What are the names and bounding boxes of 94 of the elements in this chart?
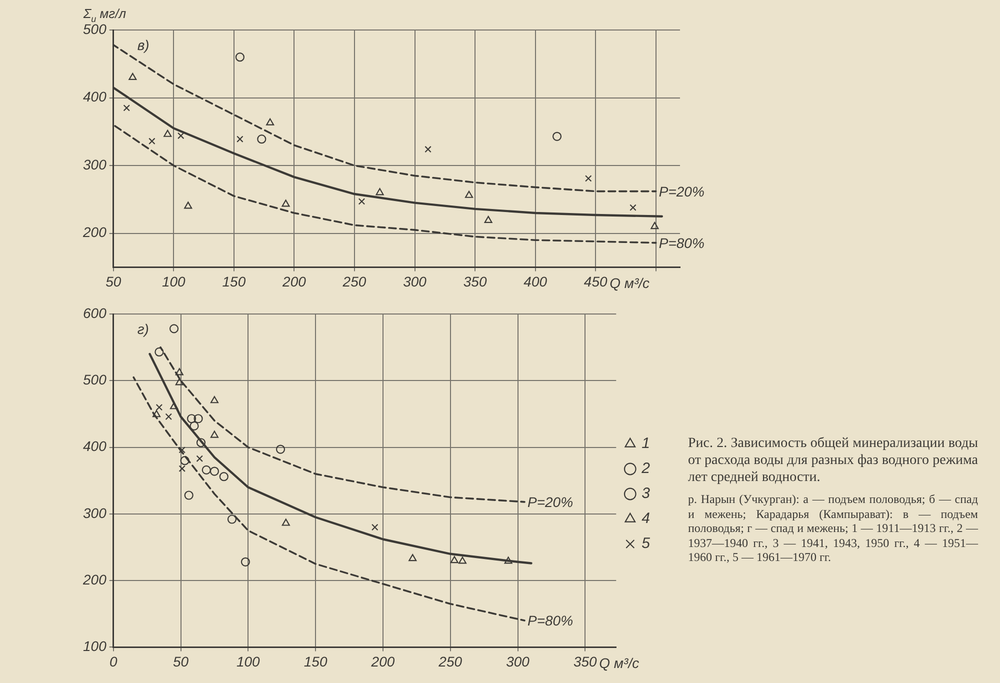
point	[169, 324, 179, 334]
point	[175, 378, 184, 386]
point	[630, 204, 636, 211]
point	[210, 430, 218, 438]
x-tick-label: 150	[304, 653, 328, 670]
y-tick-label: 500	[83, 372, 107, 388]
point	[257, 134, 266, 144]
point	[371, 524, 378, 531]
point	[504, 556, 512, 564]
point	[484, 216, 492, 223]
x-tick-label: 100	[236, 653, 260, 670]
point	[424, 146, 432, 153]
x-tick-label: 450	[584, 273, 608, 290]
point	[154, 347, 164, 357]
point	[186, 414, 196, 424]
series-label: P=20%	[527, 494, 574, 510]
y-tick-label: 600	[83, 304, 107, 321]
point	[276, 444, 286, 454]
point	[148, 138, 156, 145]
point	[165, 413, 172, 420]
point	[376, 188, 384, 196]
series-label: P=80%	[527, 612, 574, 629]
x-tick-label: 250	[342, 273, 366, 290]
legend-label: 4	[642, 510, 650, 528]
point	[219, 472, 228, 482]
annotation: в)	[137, 37, 150, 53]
point	[240, 557, 250, 566]
annotation: г)	[137, 321, 149, 337]
y-tick-label: 300	[83, 156, 107, 172]
point	[184, 490, 194, 500]
line-series	[132, 376, 526, 622]
y-tick-label: 500	[83, 20, 107, 37]
point	[465, 190, 474, 198]
x-tick-label: 350	[463, 273, 487, 290]
text: р. Нарын (Учкурган): а — подъем половодья; б — спад и межень; Карадарья (Кампырават): в — подъем половодья; г — спад и межень; 1 — 1911—1913 гг., 2 — 1937—1940 гг., 3 — 1941, 1943, 1950 гг., 4 — 1951—1960 гг., 5 — 1961—1970 гг.	[688, 492, 978, 564]
x-tick-label: 0	[109, 653, 118, 670]
point	[123, 104, 130, 112]
point	[235, 52, 244, 62]
point	[152, 410, 161, 418]
y-tick-label: 400	[83, 438, 107, 454]
point	[202, 465, 211, 474]
point	[178, 446, 186, 454]
point	[175, 368, 184, 376]
x-tick-label: 200	[282, 273, 306, 290]
x-tick-label: 100	[162, 273, 186, 290]
x-axis-title: Q м³/с	[610, 275, 650, 292]
x-tick-label: 50	[106, 273, 122, 290]
x-tick-label: 50	[172, 653, 189, 670]
point	[194, 414, 203, 424]
point	[282, 518, 290, 526]
point	[164, 130, 172, 137]
y-tick-label: 200	[82, 571, 107, 588]
point	[552, 132, 562, 141]
point	[128, 72, 137, 80]
series-label: P=80%	[658, 234, 704, 251]
text: Рис. 2. Зависимость общей минерализации воды от расхода воды для разных фаз водного режима лет средней водности.	[688, 436, 978, 486]
x-tick-label: 150	[222, 273, 246, 290]
point	[180, 456, 190, 466]
point	[196, 455, 204, 462]
x-axis-title: Q м³/с	[599, 655, 640, 672]
y-tick-label: 300	[83, 504, 107, 521]
y-tick-label: 400	[83, 88, 107, 105]
point	[190, 421, 199, 431]
x-tick-label: 300	[403, 273, 427, 290]
legend-label: 3	[642, 485, 651, 502]
point	[266, 118, 274, 126]
point	[178, 465, 186, 472]
point	[408, 554, 417, 562]
point	[584, 175, 592, 182]
point	[650, 222, 659, 230]
point	[156, 404, 163, 411]
legend-label: 5	[642, 535, 651, 552]
point	[450, 556, 458, 564]
point	[282, 200, 290, 207]
x-tick-label: 250	[438, 653, 462, 670]
legend-label: 2	[640, 460, 651, 478]
point	[177, 132, 184, 140]
x-tick-label: 350	[573, 653, 598, 670]
point	[184, 202, 192, 209]
point	[210, 466, 220, 476]
x-tick-label: 200	[370, 653, 395, 670]
point	[196, 438, 206, 448]
legend-label: 1	[642, 435, 650, 452]
series-label: P=20%	[658, 183, 704, 200]
y-tick-label: 100	[83, 638, 107, 654]
point	[458, 556, 466, 564]
point	[236, 136, 244, 142]
y-tick-label: 200	[82, 224, 107, 240]
point	[210, 396, 218, 404]
point	[358, 198, 366, 205]
x-tick-label: 400	[524, 273, 548, 290]
x-tick-label: 300	[506, 653, 530, 670]
point	[227, 514, 237, 524]
point	[170, 402, 178, 410]
